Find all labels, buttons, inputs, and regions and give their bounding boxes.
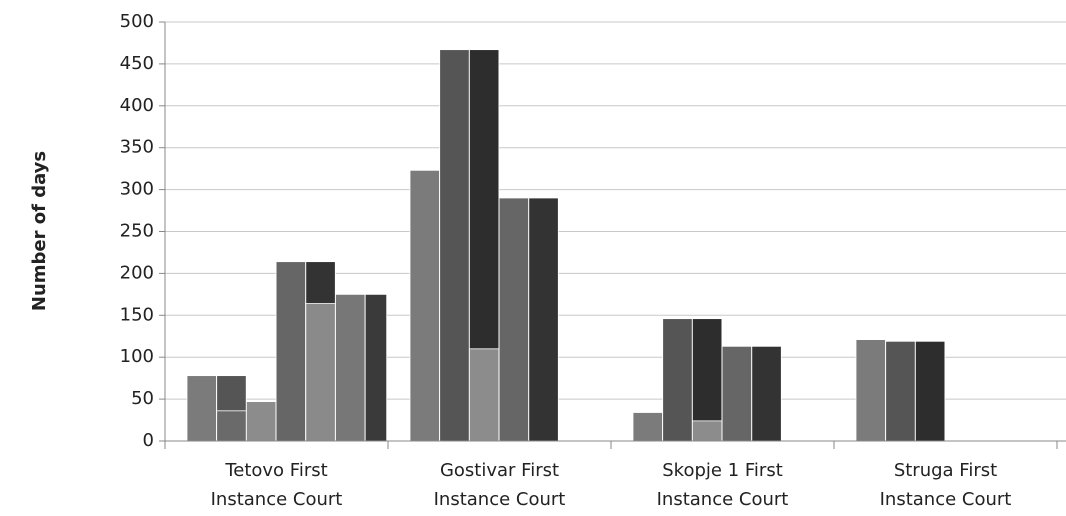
y-tick-label: 400: [120, 95, 154, 116]
y-tick-label: 200: [120, 262, 154, 283]
y-tick-label: 0: [143, 430, 154, 451]
y-tick-label: 500: [120, 11, 154, 32]
bar: [335, 293, 366, 442]
x-tick-label: Skopje 1 First Instance Court: [656, 460, 789, 510]
y-tick-label: 150: [120, 304, 154, 325]
y-tick-label: 50: [131, 388, 154, 409]
bar: [855, 339, 886, 442]
bar: [439, 49, 470, 442]
x-tick-label: Gostivar First Instance Court: [433, 460, 566, 510]
y-tick-label: 300: [120, 179, 154, 200]
bar: [751, 345, 782, 442]
y-tick-label: 350: [120, 137, 154, 158]
y-tick-label: 100: [120, 346, 154, 367]
bar: [409, 169, 440, 442]
y-tick-label: 250: [120, 221, 154, 242]
bar: [275, 261, 307, 442]
bar: [498, 197, 530, 442]
bar: [186, 375, 217, 442]
bar: [364, 293, 388, 442]
bar: [915, 340, 946, 442]
bar: [216, 410, 247, 442]
bar: [692, 420, 723, 442]
y-axis-label: Number of days: [29, 151, 50, 311]
bar: [528, 197, 559, 442]
bar: [245, 401, 277, 442]
bar: [885, 340, 916, 442]
bar: [662, 318, 693, 442]
y-tick-label: 450: [120, 53, 154, 74]
x-tick-label: Struga First Instance Court: [879, 460, 1012, 510]
bar: [721, 345, 752, 442]
x-tick-label: Tetovo First Instance Court: [210, 460, 343, 510]
bar: [632, 412, 663, 442]
bar: [305, 303, 336, 442]
bar: [468, 348, 500, 442]
